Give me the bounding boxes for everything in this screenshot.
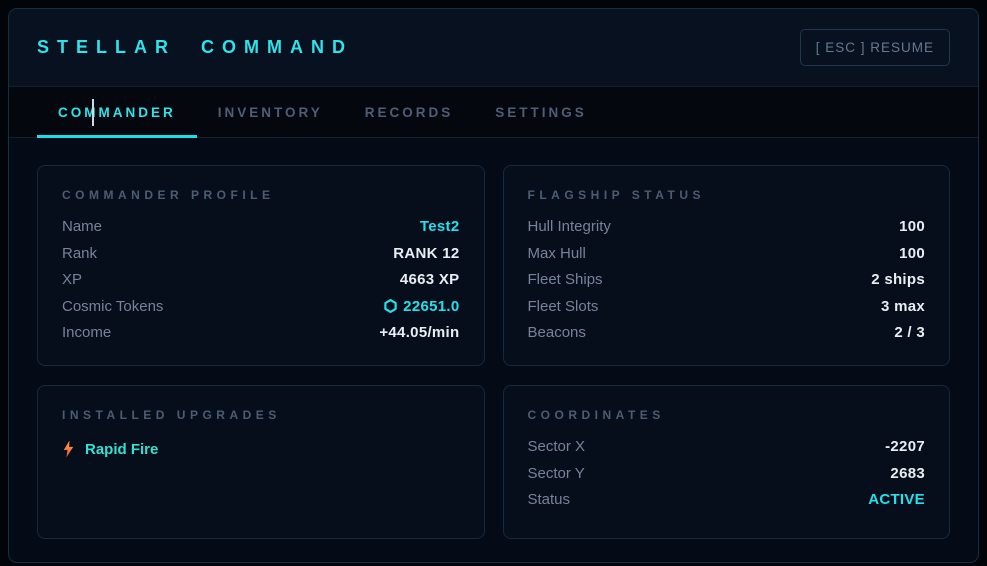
profile-row-tokens: Cosmic Tokens 22651.0 [62, 298, 460, 315]
row-value: 100 [899, 218, 925, 235]
row-value: 3 max [880, 297, 925, 315]
upgrade-name: Rapid Fire [85, 440, 159, 458]
content-area: COMMANDER PROFILE Name Test2 Rank RANK 1… [9, 138, 978, 562]
tab-commander[interactable]: COMMANDER [37, 87, 197, 138]
coordinates-card: COORDINATES Sector X -2207 Sector Y 2683… [502, 385, 950, 539]
row-value: -2207 [885, 438, 925, 455]
row-value: 2 ships [871, 271, 925, 288]
profile-row-xp: XP 4663 XP [62, 271, 460, 288]
token-hexagon-icon [384, 299, 397, 313]
row-value: 100 [899, 244, 925, 262]
row-label: Status [527, 491, 571, 508]
row-label: Max Hull [527, 244, 586, 262]
resume-button[interactable]: [ ESC ] RESUME [799, 29, 950, 66]
row-label: Fleet Slots [527, 297, 599, 315]
coordinates-title: COORDINATES [527, 408, 665, 422]
row-label: XP [62, 271, 83, 288]
row-value: RANK 12 [393, 244, 460, 262]
tab-commander-label: COMMANDER [58, 104, 176, 120]
row-value: 4663 XP [399, 271, 460, 288]
tab-settings[interactable]: SETTINGS [474, 87, 608, 137]
tab-records-label: RECORDS [364, 104, 454, 120]
installed-upgrades-card: INSTALLED UPGRADES Rapid Fire [37, 385, 485, 539]
row-label: Rank [62, 244, 98, 262]
installed-upgrades-title: INSTALLED UPGRADES [62, 408, 281, 422]
status-badge: ACTIVE [868, 491, 925, 508]
flagship-status-title: FLAGSHIP STATUS [527, 188, 706, 202]
row-label: Name [62, 218, 103, 235]
row-value: Test2 [419, 218, 460, 235]
flagship-row-fleetships: Fleet Ships 2 ships [528, 271, 926, 288]
row-value: 22651.0 [384, 298, 459, 315]
tab-inventory[interactable]: INVENTORY [197, 87, 344, 137]
row-label: Hull Integrity [527, 218, 611, 235]
row-label: Fleet Ships [527, 271, 603, 288]
row-label: Sector Y [527, 464, 585, 482]
profile-row-name: Name Test2 [62, 218, 460, 235]
profile-row-rank: Rank RANK 12 [62, 245, 460, 262]
row-label: Sector X [527, 438, 586, 455]
flagship-row-maxhull: Max Hull 100 [528, 245, 926, 262]
window-header: STELLAR COMMAND [ ESC ] RESUME [9, 9, 978, 86]
coordinates-row-y: Sector Y 2683 [528, 465, 926, 482]
commander-profile-title: COMMANDER PROFILE [62, 188, 275, 202]
flagship-row-fleetslots: Fleet Slots 3 max [528, 298, 926, 315]
flagship-row-beacons: Beacons 2 / 3 [528, 324, 926, 341]
row-value: 2 / 3 [894, 324, 925, 341]
tab-settings-label: SETTINGS [495, 104, 587, 120]
pause-menu-window: STELLAR COMMAND [ ESC ] RESUME COMMANDER… [8, 8, 979, 563]
profile-row-income: Income +44.05/min [62, 324, 460, 341]
tab-bar: COMMANDER INVENTORY RECORDS SETTINGS [9, 86, 978, 138]
coordinates-row-status: Status ACTIVE [528, 491, 926, 508]
coordinates-row-x: Sector X -2207 [528, 438, 926, 455]
row-value: 2683 [890, 464, 925, 482]
token-amount: 22651.0 [403, 297, 460, 315]
flagship-status-card: FLAGSHIP STATUS Hull Integrity 100 Max H… [502, 165, 950, 366]
row-value: +44.05/min [379, 324, 460, 341]
lightning-bolt-icon [62, 440, 75, 458]
game-title: STELLAR COMMAND [37, 37, 353, 57]
row-label: Income [62, 324, 112, 341]
tab-records[interactable]: RECORDS [344, 87, 475, 137]
commander-profile-card: COMMANDER PROFILE Name Test2 Rank RANK 1… [37, 165, 485, 366]
row-label: Beacons [527, 324, 586, 341]
tab-inventory-label: INVENTORY [217, 104, 323, 120]
row-label: Cosmic Tokens [62, 297, 164, 315]
flagship-row-hull: Hull Integrity 100 [528, 218, 926, 235]
upgrade-item: Rapid Fire [62, 440, 460, 458]
